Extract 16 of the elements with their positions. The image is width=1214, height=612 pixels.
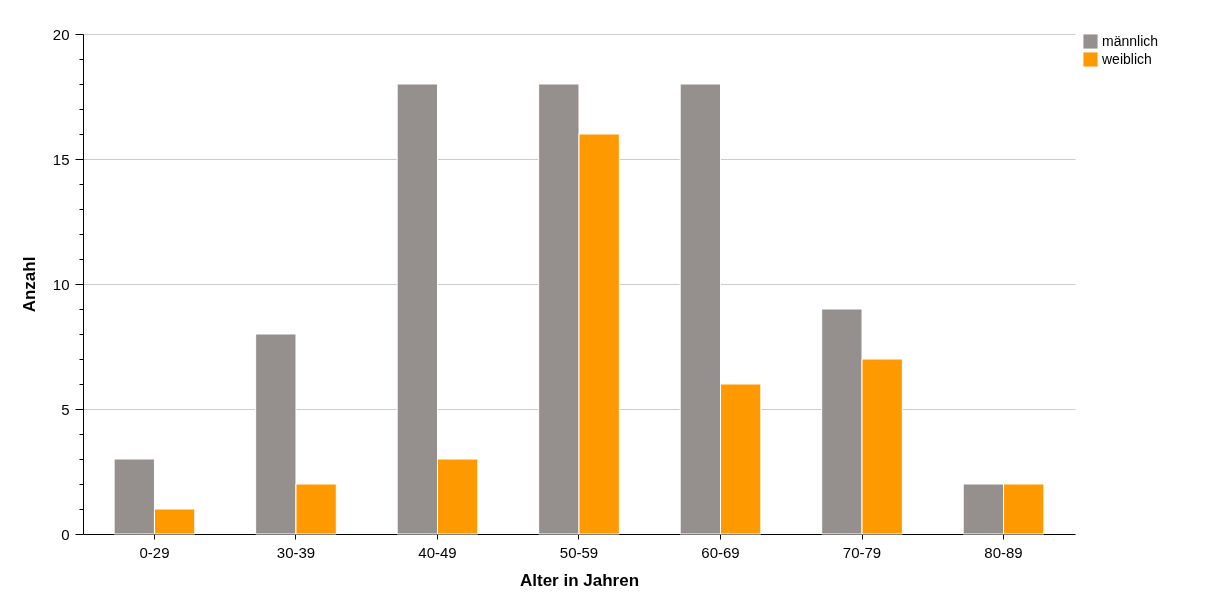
y-axis-title: Anzahl: [19, 256, 39, 313]
y-tick-label: 5: [61, 400, 70, 418]
x-tick-label: 40-49: [418, 543, 457, 561]
y-tick-label: 20: [52, 25, 70, 43]
legend-label: männlich: [1102, 32, 1159, 49]
legend-label: weiblich: [1101, 50, 1152, 67]
x-tick-label: 0-29: [139, 543, 170, 561]
x-tick-label: 70-79: [842, 543, 882, 561]
y-tick-label: 10: [52, 275, 70, 293]
y-tick-label: 15: [52, 150, 70, 168]
x-tick-label: 60-69: [701, 543, 740, 561]
x-axis-title: Alter in Jahren: [519, 570, 640, 590]
x-tick-label: 50-59: [559, 543, 599, 561]
x-tick-label: 30-39: [276, 543, 316, 561]
x-tick-label: 80-89: [984, 543, 1023, 561]
y-tick-label: 0: [61, 525, 70, 543]
